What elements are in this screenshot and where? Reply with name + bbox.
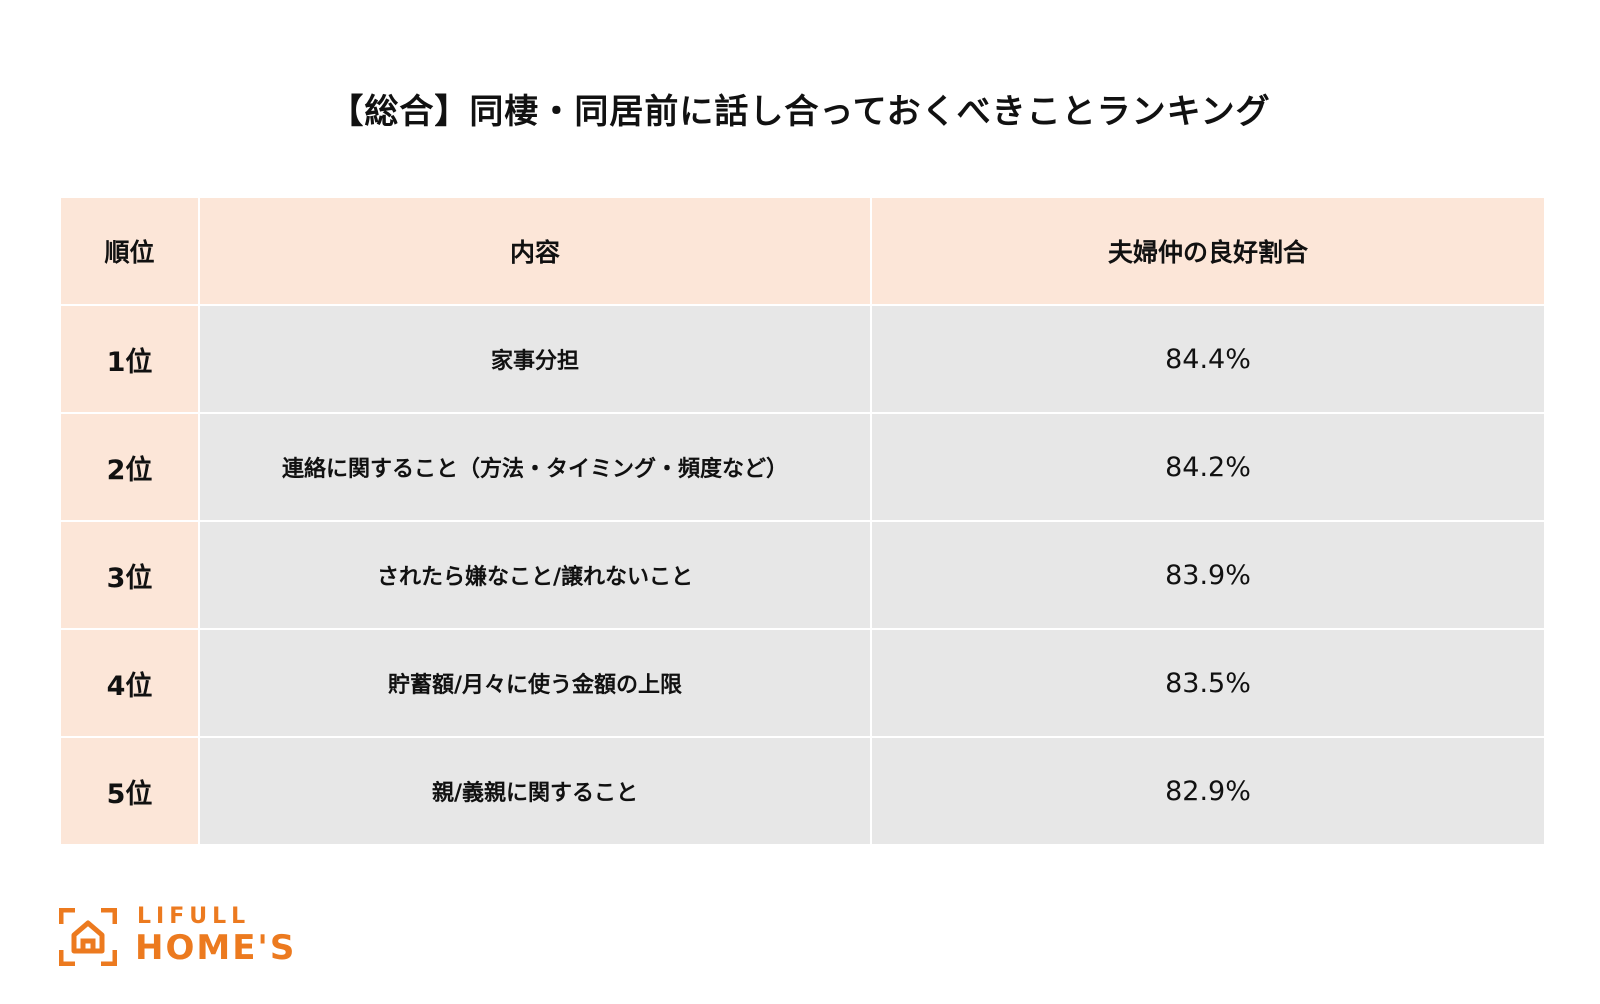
table-header-row: 順位 内容 夫婦仲の良好割合	[59, 196, 1546, 306]
rank-cell: 5位	[59, 736, 200, 846]
value-cell: 83.5%	[870, 628, 1546, 738]
value-cell: 83.9%	[870, 520, 1546, 630]
table-row: 1位 家事分担 84.4%	[59, 304, 1546, 414]
brand-logo: LIFULL HOME'S	[59, 904, 319, 968]
table-row: 3位 されたら嫌なこと/譲れないこと 83.9%	[59, 520, 1546, 630]
content-cell: 貯蓄額/月々に使う金額の上限	[198, 628, 872, 738]
rank-cell: 2位	[59, 412, 200, 522]
content-cell: 親/義親に関すること	[198, 736, 872, 846]
rank-cell: 3位	[59, 520, 200, 630]
column-header-ratio: 夫婦仲の良好割合	[870, 196, 1546, 306]
logo-line2: HOME'S	[135, 928, 297, 968]
value-cell: 84.2%	[870, 412, 1546, 522]
content-cell: されたら嫌なこと/譲れないこと	[198, 520, 872, 630]
column-header-rank: 順位	[59, 196, 200, 306]
content-cell: 家事分担	[198, 304, 872, 414]
ranking-table: 順位 内容 夫婦仲の良好割合 1位 家事分担 84.4% 2位 連絡に関すること…	[59, 196, 1546, 846]
value-cell: 84.4%	[870, 304, 1546, 414]
content-cell: 連絡に関すること（方法・タイミング・頻度など）	[198, 412, 872, 522]
rank-cell: 4位	[59, 628, 200, 738]
logo-line1: LIFULL	[137, 904, 251, 929]
table-row: 2位 連絡に関すること（方法・タイミング・頻度など） 84.2%	[59, 412, 1546, 522]
value-cell: 82.9%	[870, 736, 1546, 846]
house-bracket-icon	[59, 908, 117, 966]
rank-cell: 1位	[59, 304, 200, 414]
page-title: 【総合】同棲・同居前に話し合っておくべきことランキング	[329, 92, 1271, 132]
column-header-content: 内容	[198, 196, 872, 306]
table-row: 4位 貯蓄額/月々に使う金額の上限 83.5%	[59, 628, 1546, 738]
table-row: 5位 親/義親に関すること 82.9%	[59, 736, 1546, 846]
